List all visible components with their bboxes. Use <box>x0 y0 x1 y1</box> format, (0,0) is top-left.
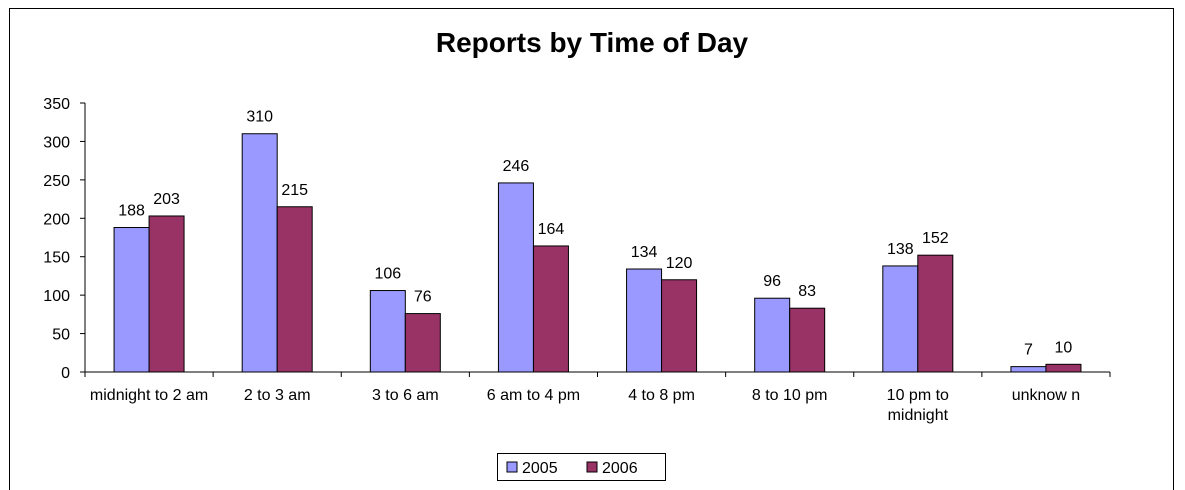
y-tick-label: 150 <box>43 250 70 267</box>
data-label: 96 <box>763 273 781 290</box>
data-label: 134 <box>631 244 658 261</box>
y-tick-label: 0 <box>61 365 70 382</box>
data-label: 120 <box>666 255 693 272</box>
legend-label: 2005 <box>522 460 558 477</box>
chart-border <box>9 8 1174 490</box>
y-tick-label: 50 <box>52 327 70 344</box>
y-tick-label: 300 <box>43 134 70 151</box>
legend-box <box>497 453 666 481</box>
legend-swatch <box>586 461 598 473</box>
x-tick-label: 2 to 3 am <box>243 387 311 404</box>
data-label: 76 <box>414 289 432 306</box>
bar <box>754 297 791 373</box>
data-label: 203 <box>153 191 180 208</box>
y-tick-label: 200 <box>43 211 70 228</box>
bar <box>241 133 278 373</box>
bar <box>1010 366 1047 373</box>
bar <box>532 245 569 373</box>
bar <box>882 265 919 373</box>
bar <box>113 227 150 373</box>
x-tick-label: 8 to 10 pm <box>751 387 828 404</box>
data-label: 10 <box>1055 339 1073 356</box>
bar <box>626 268 663 373</box>
bar <box>276 206 313 373</box>
data-label: 188 <box>118 203 145 220</box>
data-label: 7 <box>1024 342 1033 359</box>
bar <box>917 254 954 373</box>
legend-label: 2006 <box>602 460 638 477</box>
x-tick-label: midnight to 2 am <box>89 387 209 404</box>
data-label: 106 <box>374 266 401 283</box>
legend-swatch <box>506 461 518 473</box>
data-label: 310 <box>246 109 273 126</box>
bar <box>404 313 441 373</box>
y-tick-label: 250 <box>43 173 70 190</box>
data-label: 152 <box>922 230 949 247</box>
bar <box>789 307 826 373</box>
data-label: 215 <box>281 182 308 199</box>
data-label: 246 <box>503 158 530 175</box>
y-tick-label: 100 <box>43 288 70 305</box>
x-tick-label: 6 am to 4 pm <box>486 387 581 404</box>
x-tick-label: unknow n <box>1011 387 1081 404</box>
data-label: 164 <box>538 221 565 238</box>
bar <box>661 279 698 373</box>
bar <box>369 290 406 373</box>
x-tick-label: 3 to 6 am <box>371 387 439 404</box>
data-label: 138 <box>887 241 914 258</box>
bar <box>148 215 185 373</box>
x-tick-label: 10 pm to midnight <box>886 387 949 424</box>
bar <box>497 182 534 373</box>
data-label: 83 <box>798 283 816 300</box>
x-tick-label: 4 to 8 pm <box>628 387 695 404</box>
bar <box>1045 363 1082 373</box>
chart-title: Reports by Time of Day <box>436 27 749 58</box>
y-tick-label: 350 <box>43 96 70 113</box>
